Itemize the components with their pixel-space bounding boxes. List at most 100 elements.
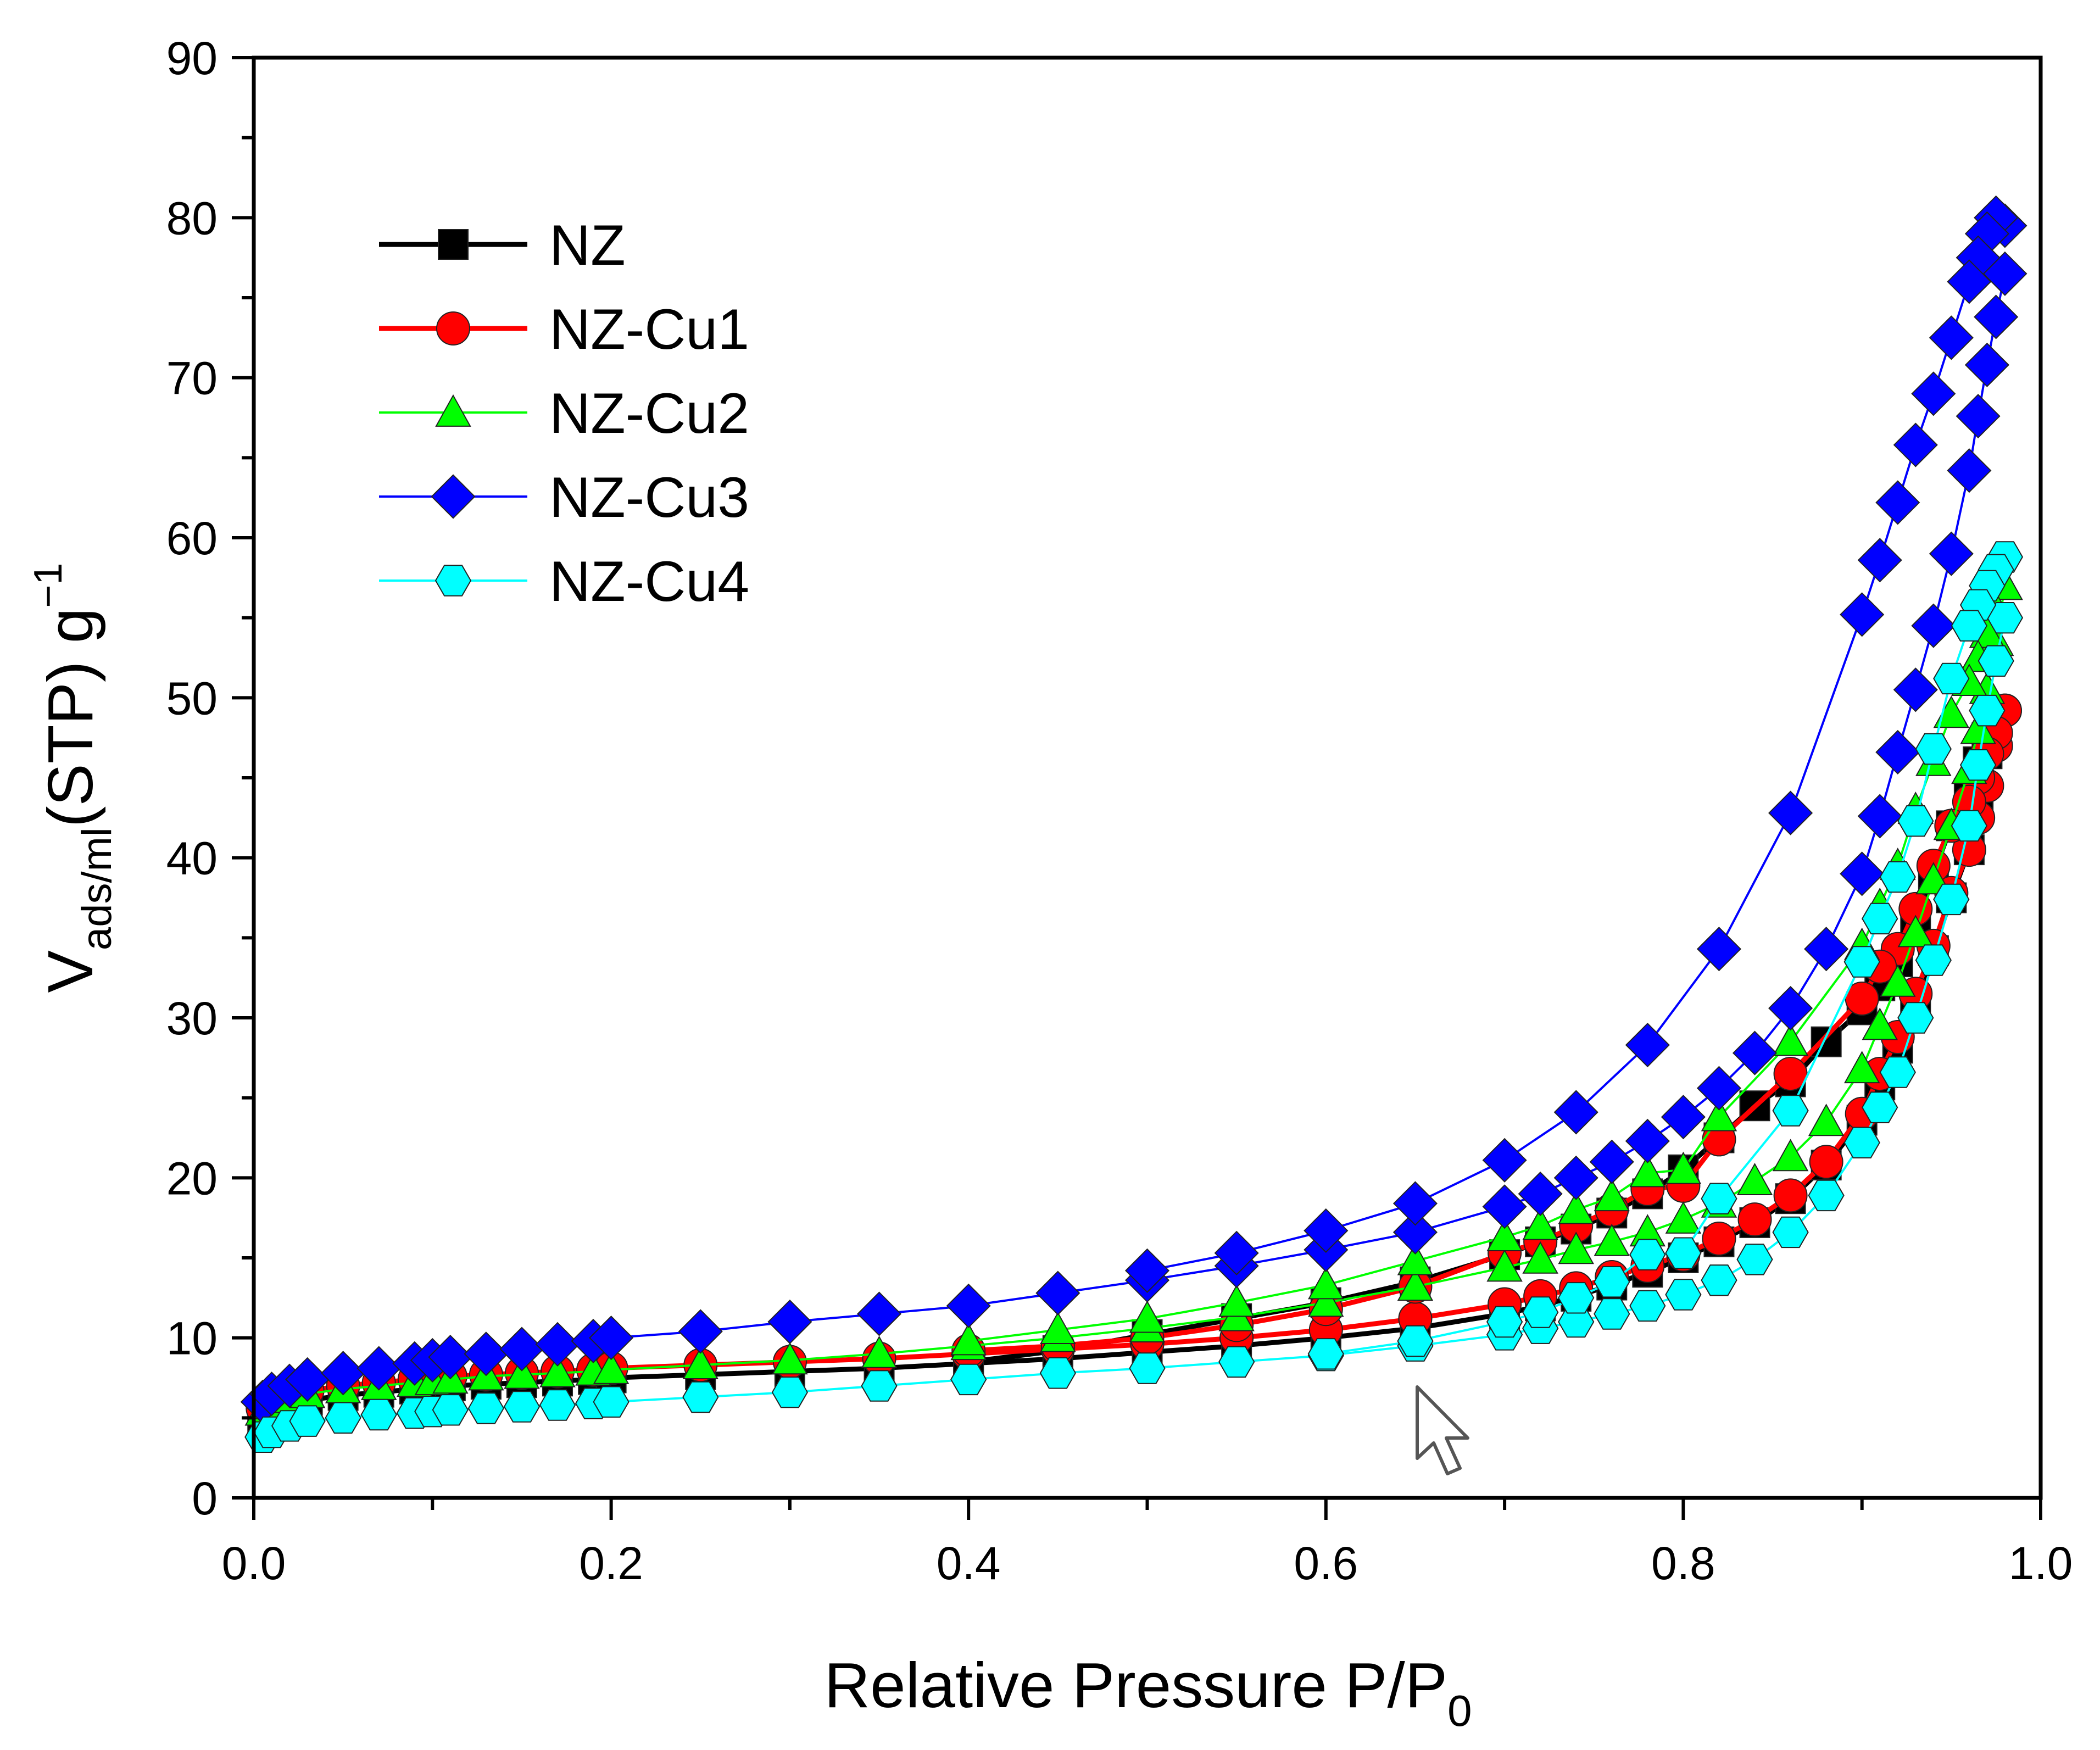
point-NZ-Cu4-adsorption-32 <box>1808 1179 1845 1212</box>
point-NZ-Cu4-desorption-17 <box>1522 1296 1559 1328</box>
point-NZ-Cu4-adsorption-29 <box>1701 1264 1737 1296</box>
point-NZ-Cu2-adsorption-25 <box>1558 1231 1594 1264</box>
point-NZ-Cu4-adsorption-36 <box>1897 1002 1934 1034</box>
point-NZ-Cu4-adsorption-28 <box>1665 1279 1702 1311</box>
point-NZ-Cu3-adsorption-18 <box>1035 1270 1080 1316</box>
y-tick-label-3: 30 <box>166 993 218 1044</box>
point-NZ-Cu1-adsorption-29 <box>1702 1222 1736 1256</box>
point-NZ-Cu3-adsorption-22 <box>1392 1210 1438 1255</box>
point-NZ-Cu3-desorption-13 <box>1625 1022 1670 1068</box>
legend-label-NZ-Cu3: NZ-Cu3 <box>549 466 749 530</box>
mouse-cursor-icon <box>1416 1385 1469 1475</box>
y-tick-label-6: 60 <box>166 512 218 564</box>
point-NZ-Cu3-adsorption-36 <box>1893 667 1938 712</box>
point-NZ-Cu3-adsorption-35 <box>1875 729 1920 774</box>
x-tick-label-4: 0.8 <box>1651 1537 1715 1589</box>
point-NZ-Cu4-desorption-11 <box>1772 1095 1809 1127</box>
point-NZ-Cu4-adsorption-41 <box>1969 694 2006 727</box>
point-NZ-Cu2-adsorption-31 <box>1772 1139 1809 1172</box>
point-NZ-Cu3-adsorption-34 <box>1857 794 1902 839</box>
point-NZ-Cu4-adsorption-17 <box>950 1363 987 1396</box>
point-NZ-Cu2-adsorption-24 <box>1522 1241 1558 1274</box>
y-tick-label-4: 40 <box>166 833 218 884</box>
point-NZ-Cu3-adsorption-23 <box>1482 1184 1527 1229</box>
point-NZ-Cu3-adsorption-28 <box>1661 1095 1706 1140</box>
point-NZ-Cu3-adsorption-15 <box>767 1299 812 1345</box>
point-NZ-Cu3-adsorption-4 <box>321 1351 366 1396</box>
point-NZ-Cu3-desorption-11 <box>1768 790 1813 835</box>
legend-label-NZ: NZ <box>549 214 626 277</box>
point-NZ-Cu2-desorption-15 <box>1594 1179 1630 1212</box>
point-NZ-Cu3-desorption-17 <box>1304 1208 1349 1253</box>
point-NZ-Cu2-adsorption-36 <box>1897 915 1934 948</box>
legend-label-NZ-Cu1: NZ-Cu1 <box>549 298 749 361</box>
y-tick-label-2: 20 <box>166 1152 218 1204</box>
series-line-NZ-Cu1-desorption <box>968 709 2008 1353</box>
point-NZ-Cu4-desorption-12 <box>1701 1183 1737 1214</box>
point-NZ-Cu2-adsorption-33 <box>1843 1051 1880 1084</box>
series-NZ-Cu3 <box>240 195 2027 1424</box>
y-tick-label-9: 90 <box>166 32 218 84</box>
point-NZ-Cu3-desorption-19 <box>1124 1248 1170 1293</box>
point-NZ-Cu4-desorption-20 <box>1307 1338 1344 1370</box>
point-NZ-Cu3-adsorption-33 <box>1840 851 1885 896</box>
point-NZ-Cu3-adsorption-13 <box>589 1316 634 1361</box>
point-NZ-Cu4-desorption-7 <box>1897 805 1934 837</box>
point-NZ-Cu4-desorption-19 <box>1397 1325 1434 1357</box>
point-NZ-Cu4-adsorption-38 <box>1933 883 1970 916</box>
point-NZ-Cu2-desorption-16 <box>1558 1191 1594 1224</box>
point-NZ-Cu4-desorption-18 <box>1486 1306 1523 1338</box>
x-tick-label-2: 0.4 <box>937 1537 1001 1589</box>
x-tick-label-5: 1.0 <box>2009 1537 2073 1589</box>
point-NZ-Cu2-adsorption-16 <box>861 1335 898 1368</box>
point-NZ-Cu4-desorption-4 <box>1951 610 1988 642</box>
y-tick-label-1: 10 <box>166 1313 218 1364</box>
y-tick-label-0: 0 <box>192 1473 218 1524</box>
point-NZ-Cu2-adsorption-21 <box>1308 1284 1344 1317</box>
point-NZ-Cu4-adsorption-34 <box>1862 1091 1898 1123</box>
y-axis-title: Vads/ml(STP) g−1 <box>26 563 120 993</box>
point-NZ-Cu2-adsorption-26 <box>1594 1223 1630 1256</box>
y-tick-label-7: 70 <box>166 353 218 404</box>
legend-item-NZ-Cu3: NZ-Cu3 <box>379 466 749 530</box>
point-NZ-Cu2-adsorption-23 <box>1486 1249 1523 1282</box>
point-NZ-Cu4-adsorption-19 <box>1129 1352 1166 1384</box>
x-tick-label-0: 0.0 <box>222 1537 286 1589</box>
point-NZ-Cu2-desorption-18 <box>1486 1219 1523 1251</box>
point-NZ-Cu3-desorption-12 <box>1696 927 1742 972</box>
point-NZ-Cu2-desorption-13 <box>1665 1151 1702 1184</box>
point-NZ-Cu3-desorption-18 <box>1214 1230 1259 1275</box>
point-NZ-Cu4-adsorption-40 <box>1959 749 1997 781</box>
series-layer <box>240 195 2027 1453</box>
point-NZ-Cu4-adsorption-15 <box>771 1376 809 1408</box>
point-NZ-Cu2-adsorption-22 <box>1397 1268 1434 1301</box>
point-NZ-Cu2-adsorption-35 <box>1880 964 1916 997</box>
point-NZ-Cu4-adsorption-39 <box>1951 810 1988 842</box>
point-NZ-Cu3-desorption-6 <box>1911 371 1956 416</box>
legend-item-NZ-Cu4: NZ-Cu4 <box>379 550 749 614</box>
point-NZ-Cu4-desorption-10 <box>1843 946 1880 978</box>
point-NZ-Cu2-adsorption-13 <box>593 1351 630 1384</box>
point-NZ-Cu3-adsorption-26 <box>1589 1139 1634 1184</box>
legend-label-NZ-Cu4: NZ-Cu4 <box>549 550 749 614</box>
legend-marker-NZ <box>438 229 469 260</box>
legend-marker-NZ-Cu4 <box>435 565 472 597</box>
axis-ticks: 0.0 0.2 0.4 0.6 0.8 1.0 0 10 20 30 40 50 60 70 80 90 <box>166 32 2073 1589</box>
point-NZ-Cu4-adsorption-18 <box>1039 1357 1077 1389</box>
point-NZ-Cu3-adsorption-14 <box>678 1309 723 1354</box>
legend-item-NZ: NZ <box>379 214 626 277</box>
point-NZ-Cu3-desorption-4 <box>1947 259 1992 304</box>
point-NZ-Cu2-adsorption-34 <box>1862 1007 1898 1040</box>
point-NZ-Cu4-adsorption-37 <box>1915 944 1952 976</box>
legend-marker-NZ-Cu3 <box>431 474 476 519</box>
point-NZ-Cu3-desorption-10 <box>1840 592 1885 637</box>
point-NZ-Cu3-desorption-7 <box>1893 422 1938 467</box>
point-NZ-Cu4-adsorption-11 <box>539 1389 576 1421</box>
point-NZ-Cu4-desorption-5 <box>1933 662 1970 695</box>
point-NZ-Cu4-adsorption-27 <box>1629 1290 1666 1322</box>
point-NZ-Cu3-adsorption-30 <box>1732 1030 1778 1075</box>
point-NZ-Cu4-adsorption-13 <box>593 1386 630 1418</box>
point-NZ-Cu3-adsorption-38 <box>1929 531 1974 576</box>
point-NZ-desorption-10 <box>1811 1026 1842 1057</box>
point-NZ-Cu2-adsorption-40 <box>1960 711 1996 744</box>
